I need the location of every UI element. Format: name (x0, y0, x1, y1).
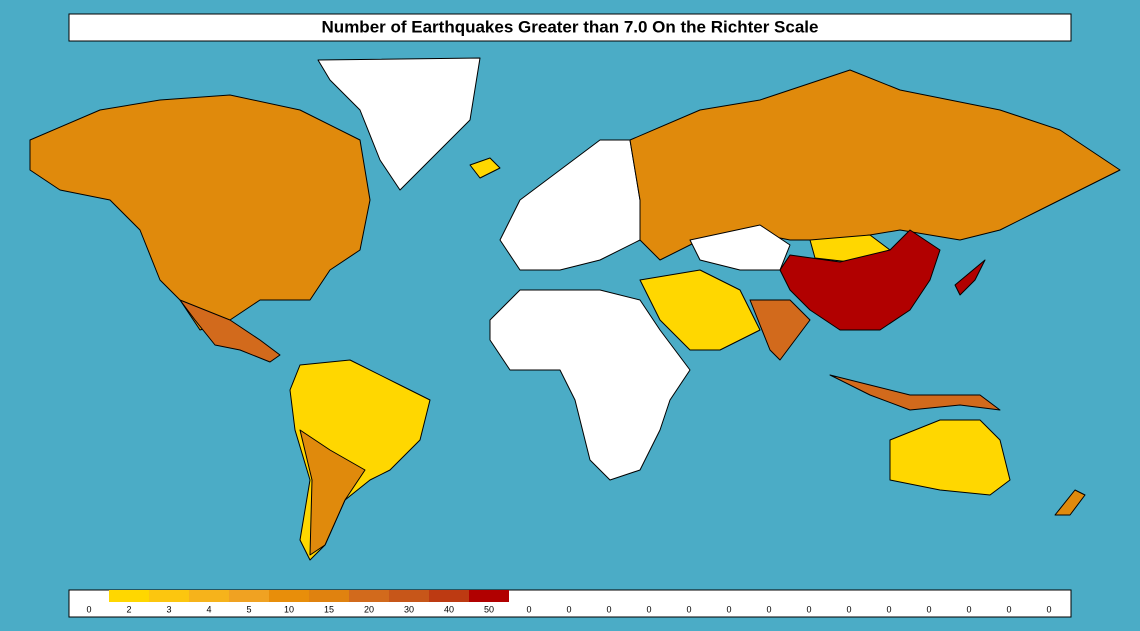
legend-label: 0 (606, 604, 611, 614)
legend-label: 5 (246, 604, 251, 614)
legend-swatch (229, 590, 269, 602)
legend-label: 10 (284, 604, 294, 614)
middle-east (639, 269, 761, 351)
central-america (179, 299, 281, 363)
legend-label: 0 (966, 604, 971, 614)
indonesia (829, 374, 1001, 411)
legend-swatch (269, 590, 309, 602)
legend-label: 40 (444, 604, 454, 614)
legend-label: 0 (846, 604, 851, 614)
legend-swatch (429, 590, 469, 602)
legend-label: 15 (324, 604, 334, 614)
legend-label: 0 (1046, 604, 1051, 614)
china (779, 229, 941, 331)
legend-swatch (349, 590, 389, 602)
japan (954, 259, 986, 296)
africa (489, 289, 691, 481)
legend-label: 20 (364, 604, 374, 614)
russia (629, 69, 1121, 261)
legend-swatch (469, 590, 509, 602)
legend-label: 0 (766, 604, 771, 614)
legend-swatch (189, 590, 229, 602)
india (749, 299, 811, 361)
legend-swatch (309, 590, 349, 602)
legend-label: 0 (86, 604, 91, 614)
greenland (317, 57, 481, 191)
argentina-chile (299, 429, 366, 556)
iceland (469, 157, 501, 179)
legend-swatch (109, 590, 149, 602)
australia (889, 419, 1011, 496)
legend: 0 2 3 4 5 10 15 20 30 40 50 0 0 0 0 0 0 0 0 0 0 0 0 0 0 (86, 590, 1052, 614)
countries (29, 57, 1121, 561)
legend-label: 0 (926, 604, 931, 614)
legend-label: 0 (806, 604, 811, 614)
legend-label: 3 (166, 604, 171, 614)
title-box (68, 13, 1072, 42)
legend-label: 0 (526, 604, 531, 614)
legend-label: 0 (646, 604, 651, 614)
legend-swatch (389, 590, 429, 602)
legend-label: 50 (484, 604, 494, 614)
legend-label: 2 (126, 604, 131, 614)
legend-label: 30 (404, 604, 414, 614)
map-title: Number of Earthquakes Greater than 7.0 O… (322, 17, 819, 36)
north-america (29, 94, 371, 331)
legend-label: 0 (886, 604, 891, 614)
legend-label: 4 (206, 604, 211, 614)
new-zealand (1054, 489, 1086, 516)
legend-swatch (149, 590, 189, 602)
legend-label: 0 (1006, 604, 1011, 614)
legend-label: 0 (566, 604, 571, 614)
legend-label: 0 (686, 604, 691, 614)
legend-label: 0 (726, 604, 731, 614)
